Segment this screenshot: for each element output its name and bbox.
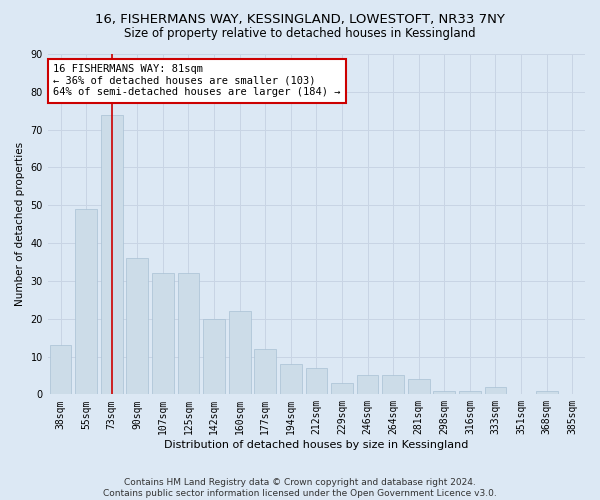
- Text: Size of property relative to detached houses in Kessingland: Size of property relative to detached ho…: [124, 28, 476, 40]
- Bar: [127, 258, 148, 394]
- Bar: [101, 114, 122, 394]
- Bar: [433, 390, 455, 394]
- X-axis label: Distribution of detached houses by size in Kessingland: Distribution of detached houses by size …: [164, 440, 469, 450]
- Bar: [280, 364, 302, 394]
- Bar: [254, 349, 276, 395]
- Y-axis label: Number of detached properties: Number of detached properties: [15, 142, 25, 306]
- Bar: [356, 376, 379, 394]
- Bar: [152, 274, 174, 394]
- Text: Contains HM Land Registry data © Crown copyright and database right 2024.
Contai: Contains HM Land Registry data © Crown c…: [103, 478, 497, 498]
- Bar: [459, 390, 481, 394]
- Bar: [382, 376, 404, 394]
- Bar: [485, 387, 506, 394]
- Bar: [50, 345, 71, 395]
- Bar: [203, 318, 225, 394]
- Bar: [229, 311, 251, 394]
- Text: 16 FISHERMANS WAY: 81sqm
← 36% of detached houses are smaller (103)
64% of semi-: 16 FISHERMANS WAY: 81sqm ← 36% of detach…: [53, 64, 341, 98]
- Bar: [178, 274, 199, 394]
- Bar: [75, 209, 97, 394]
- Bar: [305, 368, 327, 394]
- Bar: [536, 390, 557, 394]
- Bar: [408, 379, 430, 394]
- Text: 16, FISHERMANS WAY, KESSINGLAND, LOWESTOFT, NR33 7NY: 16, FISHERMANS WAY, KESSINGLAND, LOWESTO…: [95, 12, 505, 26]
- Bar: [331, 383, 353, 394]
